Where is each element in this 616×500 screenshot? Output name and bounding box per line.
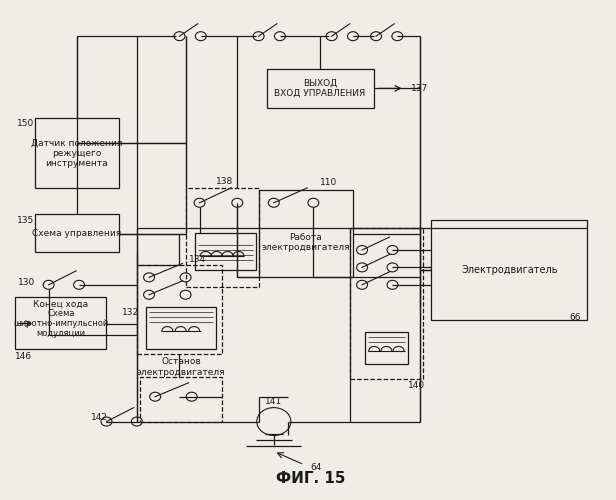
Text: 110: 110: [320, 178, 337, 188]
Text: 138: 138: [216, 177, 233, 186]
Text: Схема управления: Схема управления: [32, 229, 121, 238]
Text: 142: 142: [91, 413, 108, 422]
Text: 66: 66: [570, 312, 581, 322]
Bar: [140, 377, 222, 422]
Text: Конец хода: Конец хода: [33, 300, 88, 309]
Bar: [137, 265, 222, 354]
Bar: [259, 190, 353, 278]
Bar: [195, 232, 256, 270]
Text: 150: 150: [17, 118, 34, 128]
Bar: [15, 297, 107, 350]
Text: 137: 137: [411, 84, 428, 93]
Text: 146: 146: [15, 352, 32, 362]
Text: Схема
широтно-импульсной
модуляции: Схема широтно-импульсной модуляции: [13, 308, 108, 338]
Bar: [35, 214, 119, 252]
Bar: [350, 228, 423, 380]
Text: Работа
электродвигателя: Работа электродвигателя: [261, 233, 350, 252]
Text: 140: 140: [408, 380, 425, 390]
Text: 135: 135: [17, 216, 34, 224]
Text: Останов
электродвигателя: Останов электродвигателя: [137, 357, 225, 376]
Text: 132: 132: [122, 308, 139, 316]
Text: Электродвигатель: Электродвигатель: [461, 265, 557, 275]
Bar: [185, 188, 259, 288]
Text: 134: 134: [188, 256, 206, 264]
Text: Датчик положения
режущего
инструмента: Датчик положения режущего инструмента: [31, 138, 123, 168]
Text: 64: 64: [310, 463, 322, 472]
Text: ФИГ. 15: ФИГ. 15: [275, 471, 345, 486]
Text: 141: 141: [265, 397, 282, 406]
Bar: [431, 220, 587, 320]
Text: ВЫХОД
ВХОД УПРАВЛЕНИЯ: ВЫХОД ВХОД УПРАВЛЕНИЯ: [275, 78, 366, 98]
Bar: [365, 332, 408, 364]
Bar: [267, 68, 375, 108]
Text: 130: 130: [18, 278, 36, 287]
Bar: [146, 307, 216, 350]
Bar: [35, 118, 119, 188]
